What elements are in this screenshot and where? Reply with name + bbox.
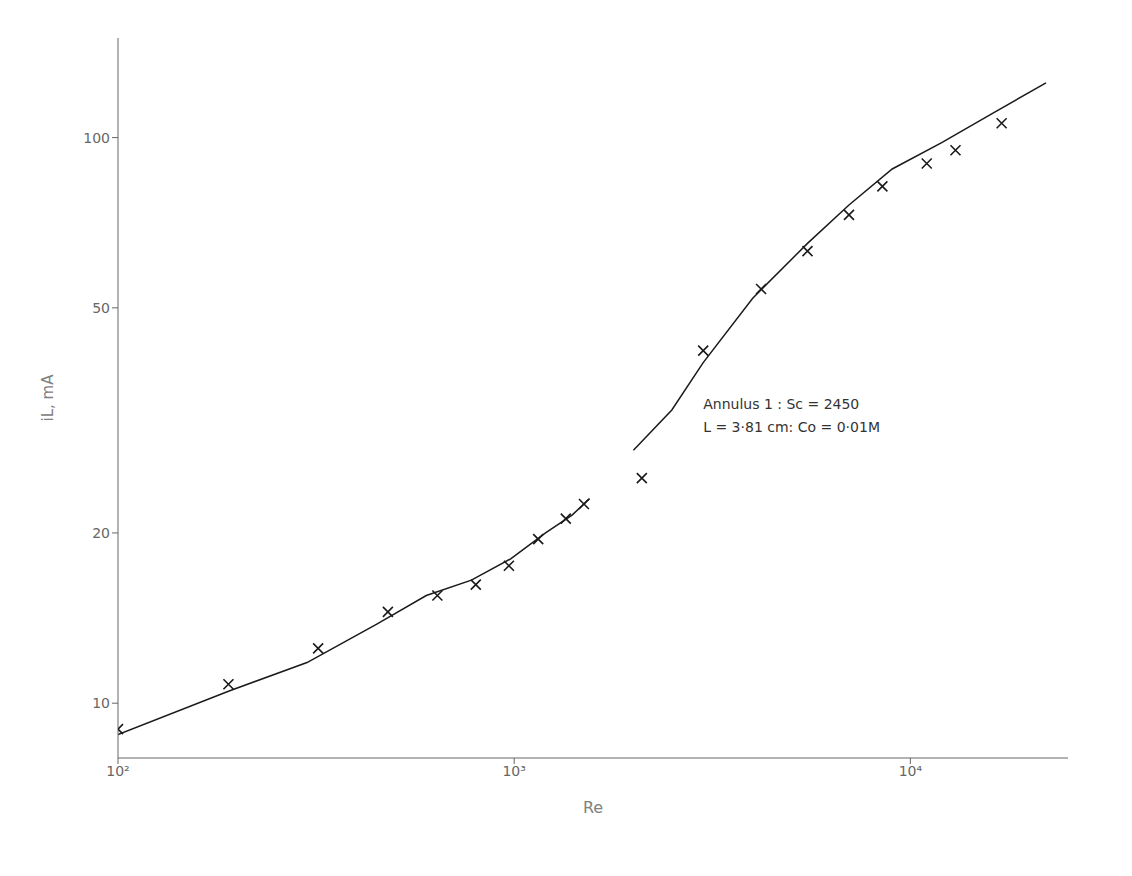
svg-text:10³: 10³ [502,763,525,779]
svg-text:10: 10 [92,695,110,711]
svg-text:iL, mA: iL, mA [39,374,57,422]
svg-text:10⁴: 10⁴ [899,763,923,779]
svg-text:Re: Re [583,798,603,817]
svg-text:50: 50 [92,300,110,316]
svg-text:10²: 10² [106,763,129,779]
svg-text:Annulus 1 : Sc = 2450L = 3·81: Annulus 1 : Sc = 2450L = 3·81 cm: Co = 0… [703,396,880,434]
svg-text:100: 100 [83,130,110,146]
svg-text:20: 20 [92,525,110,541]
